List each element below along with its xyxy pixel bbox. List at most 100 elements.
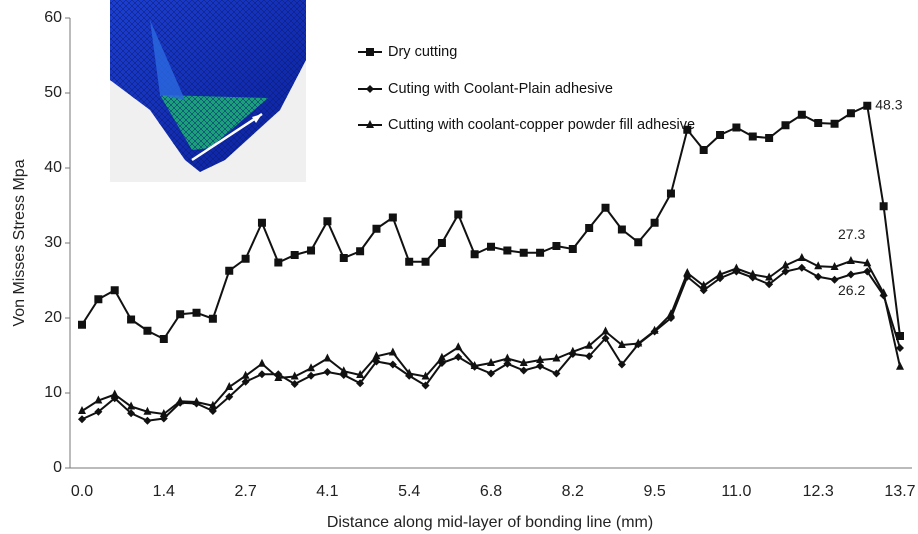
marker [389,348,397,356]
marker [225,267,233,275]
marker [503,247,511,255]
legend-label: Cutting with coolant-copper powder fill … [388,116,708,135]
marker [127,316,135,324]
marker [193,309,201,317]
marker [143,327,151,335]
marker [552,242,560,250]
marker [438,239,446,247]
marker [487,243,495,251]
marker [78,415,86,423]
marker [536,362,544,370]
marker [274,259,282,267]
x-tick-label: 9.5 [643,483,665,500]
marker [683,268,691,276]
y-tick-label: 30 [44,234,62,251]
y-tick-label: 60 [44,9,62,26]
marker [176,310,184,318]
series-line [82,258,900,414]
marker [307,372,315,380]
marker [111,390,119,398]
marker [700,146,708,154]
marker [291,251,299,259]
marker [602,327,610,335]
x-tick-label: 4.1 [316,483,338,500]
x-tick-label: 2.7 [234,483,256,500]
marker [847,109,855,117]
inset-image [110,0,306,182]
marker [847,271,855,279]
marker [863,102,871,110]
legend-label: Cuting with Coolant-Plain adhesive [388,80,718,99]
marker [732,264,740,272]
series-line [82,268,900,421]
legend-label: Dry cutting [388,43,718,62]
x-tick-label: 1.4 [153,483,175,500]
x-tick-label: 13.7 [884,483,915,500]
marker [634,238,642,246]
x-tick-label: 8.2 [562,483,584,500]
marker [814,273,822,281]
marker [372,225,380,233]
marker [422,258,430,266]
marker [618,226,626,234]
y-axis-title: Von Misses Stress Mpa [11,159,28,326]
marker [471,250,479,258]
marker [667,190,675,198]
marker [536,249,544,257]
marker [814,119,822,127]
marker [356,247,364,255]
page: Von Misses Stress Mpa Distance along mid… [0,0,918,534]
marker [798,111,806,119]
marker [880,202,888,210]
y-tick-label: 0 [53,459,62,476]
marker [209,315,217,323]
data-label: 48.3 [875,96,902,112]
marker [781,121,789,129]
marker [585,224,593,232]
marker [258,370,266,378]
marker [258,219,266,227]
marker [798,253,806,261]
marker [323,368,331,376]
marker [520,249,528,257]
marker [716,131,724,139]
marker [143,417,151,425]
x-tick-label: 5.4 [398,483,420,500]
marker [454,211,462,219]
x-axis-title: Distance along mid-layer of bonding line… [327,514,653,531]
marker [258,359,266,367]
y-tick-label: 20 [44,309,62,326]
y-tick-label: 10 [44,384,62,401]
marker [111,286,119,294]
data-label: 26.2 [838,282,865,298]
marker [242,255,250,263]
marker [323,217,331,225]
marker [78,321,86,329]
marker [405,258,413,266]
y-tick-label: 40 [44,159,62,176]
marker [749,133,757,141]
x-tick-label: 0.0 [71,483,93,500]
y-tick-label: 50 [44,84,62,101]
marker [307,247,315,255]
marker [585,341,593,349]
marker [798,264,806,272]
marker [389,214,397,222]
marker [732,124,740,132]
marker [569,245,577,253]
data-label: 27.3 [838,226,865,242]
marker [160,335,168,343]
legend-marker [366,48,374,56]
x-tick-label: 12.3 [803,483,834,500]
marker [340,254,348,262]
x-tick-label: 6.8 [480,483,502,500]
marker [651,219,659,227]
marker [94,295,102,303]
legend-marker [366,85,374,93]
marker [602,204,610,212]
marker [765,134,773,142]
marker [454,342,462,350]
marker [520,367,528,375]
marker [831,120,839,128]
x-tick-label: 11.0 [721,483,751,500]
